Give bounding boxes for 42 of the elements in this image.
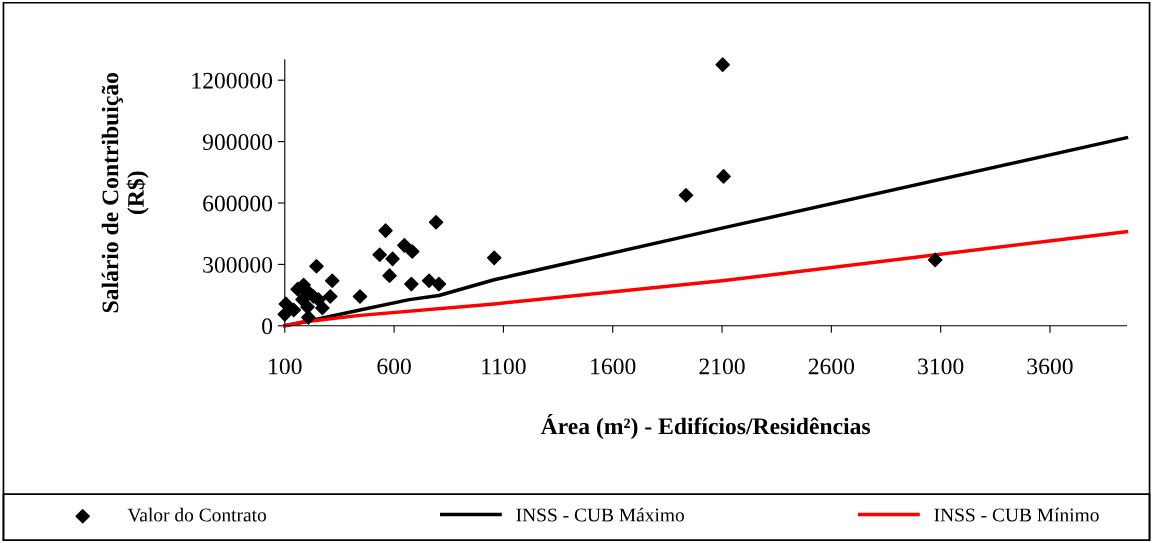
y-tick-label: 900000 xyxy=(202,134,273,151)
point xyxy=(397,238,412,253)
point xyxy=(309,258,324,274)
point xyxy=(715,57,730,72)
x-tick-label: 3100 xyxy=(918,358,964,375)
point xyxy=(428,214,444,230)
x-tick-label: 1100 xyxy=(482,358,526,375)
x-tick-label: 600 xyxy=(377,358,411,375)
legend-label: INSS - CUB Mínimo xyxy=(934,507,1099,522)
point xyxy=(286,302,302,318)
x-tick-label: 3600 xyxy=(1027,358,1073,375)
point xyxy=(404,244,420,259)
point xyxy=(378,223,393,238)
point xyxy=(352,289,368,304)
point xyxy=(421,273,437,289)
point xyxy=(324,273,340,289)
legend-label: Valor do Contrato xyxy=(127,507,267,522)
x-tick-label: 2600 xyxy=(808,358,855,375)
point xyxy=(300,299,315,315)
point xyxy=(486,250,502,266)
y-tick-label: 300000 xyxy=(203,256,273,273)
point xyxy=(277,307,293,322)
x-axis-title: Área (m²) - Edifícios/Residências xyxy=(540,413,871,440)
y-tick-label: 0 xyxy=(262,318,273,335)
y-tick-label: 600000 xyxy=(203,195,273,212)
y-axis-title: Salário de Contribuição (R$) xyxy=(101,72,149,313)
x-tick-label: 2100 xyxy=(699,358,745,375)
x-tick-label: 100 xyxy=(269,358,302,375)
point xyxy=(322,289,338,304)
legend-label: INSS - CUB Máximo xyxy=(516,507,684,522)
point xyxy=(431,276,447,292)
x-tick-label: 1600 xyxy=(591,358,636,375)
point xyxy=(385,251,400,267)
point xyxy=(372,247,387,263)
point xyxy=(404,276,419,292)
point xyxy=(382,268,397,283)
y-tick-label: 1200000 xyxy=(192,72,273,89)
point xyxy=(678,187,694,203)
point xyxy=(301,310,316,325)
point xyxy=(315,300,330,316)
point xyxy=(716,169,731,184)
point xyxy=(927,252,943,268)
